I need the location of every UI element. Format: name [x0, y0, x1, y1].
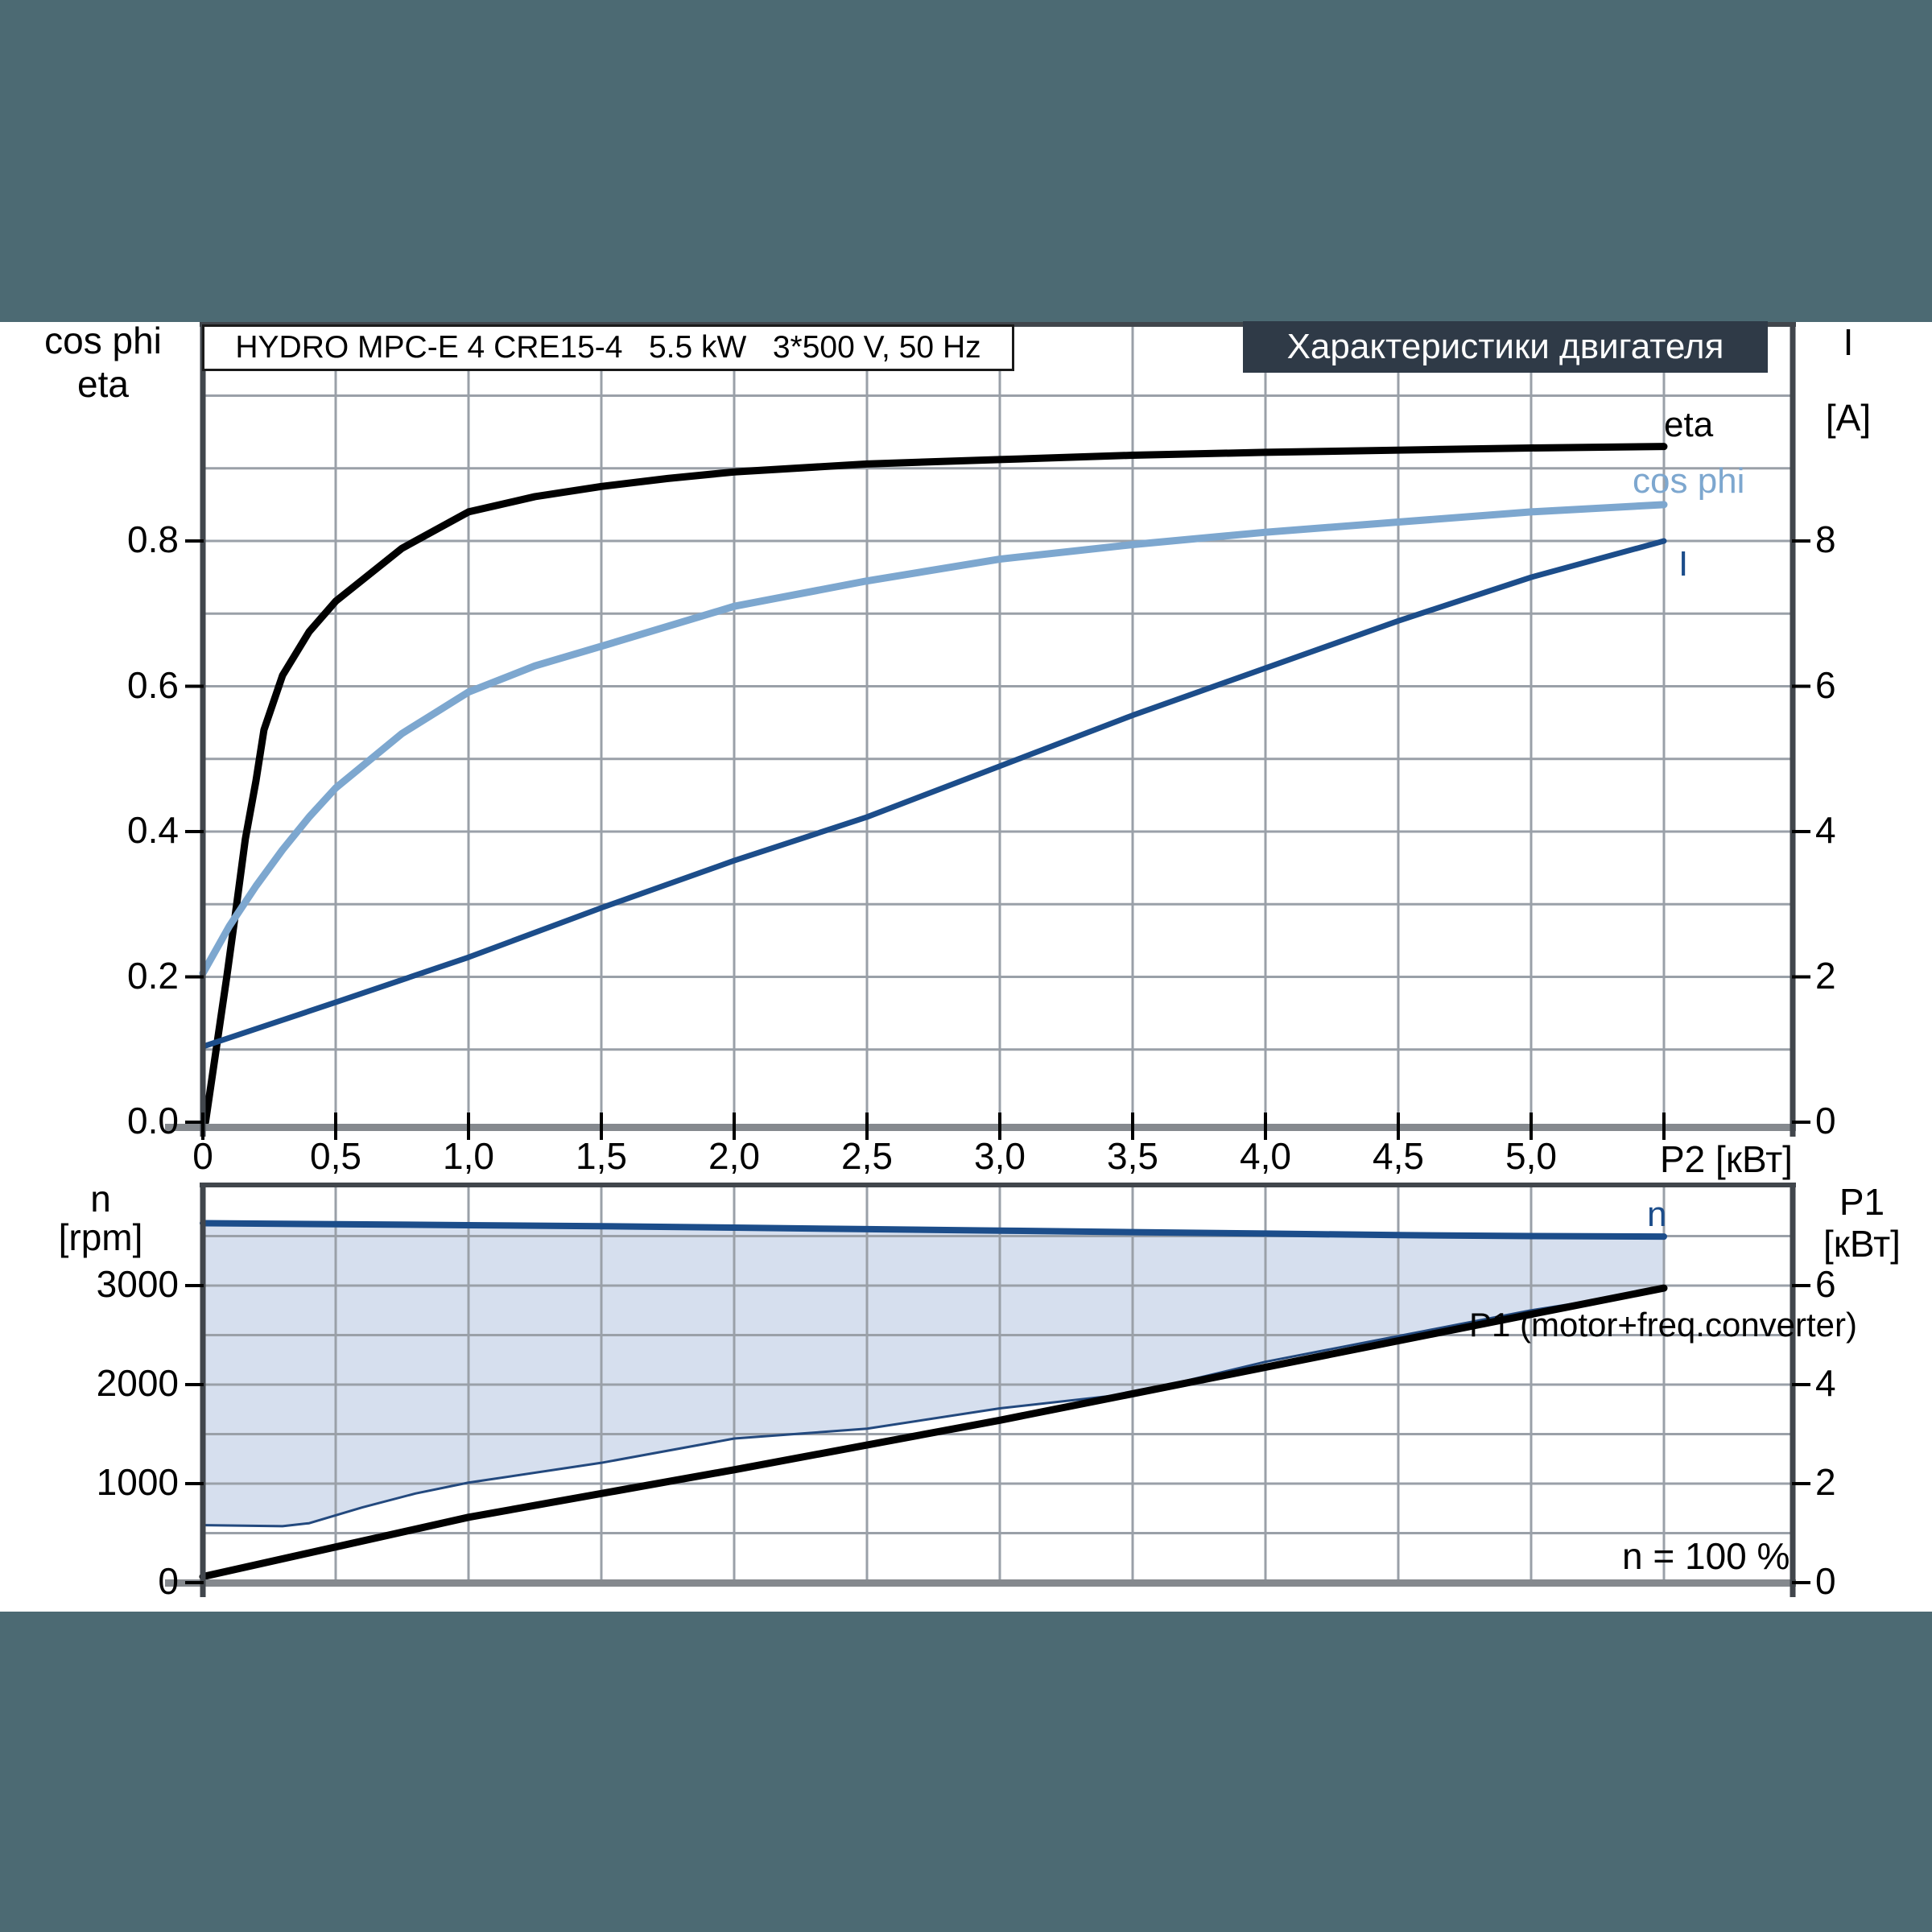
- x-axis-bar: [165, 1579, 1796, 1587]
- series-eta: [201, 443, 1668, 1126]
- speed-operating-range: [203, 1223, 1664, 1526]
- top-background-band: [0, 0, 1932, 322]
- series-p1-motor-freq-converter: [199, 1284, 1668, 1581]
- series-n: [200, 1220, 1667, 1241]
- series-n-min-boundary: [201, 1288, 1666, 1528]
- x-axis-bar: [165, 1124, 1796, 1131]
- bottom-background-band: [0, 1612, 1932, 1932]
- series-cos-phi: [199, 501, 1668, 977]
- series-i: [200, 538, 1667, 1050]
